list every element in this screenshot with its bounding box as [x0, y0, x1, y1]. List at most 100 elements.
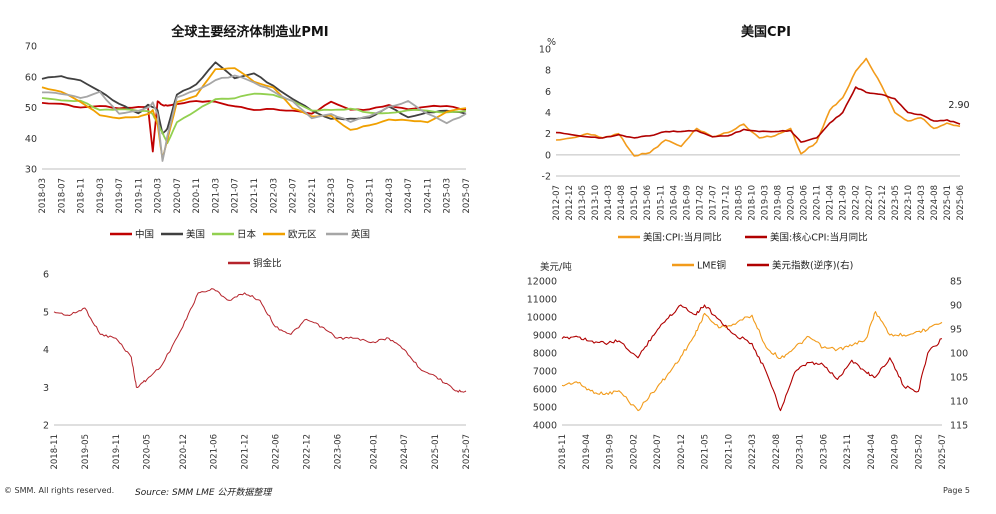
x-tick-label: 2020-02	[629, 434, 639, 470]
x-tick-label: 2020-07	[653, 434, 663, 470]
y-tick-label: 10000	[527, 313, 557, 324]
x-tick-label: 2018-11	[558, 434, 568, 470]
y2-tick-label: 115	[950, 421, 968, 432]
x-tick-label: 2025-03	[443, 178, 453, 214]
x-tick-label: 2022-02	[852, 185, 862, 221]
x-tick-label: 2025-06	[956, 185, 966, 221]
footer-page-number: Page 5	[943, 486, 970, 495]
y-tick-label: 4	[545, 108, 551, 119]
y2-tick-label: 100	[950, 349, 968, 360]
legend-label: 美国:核心CPI:当月同比	[770, 232, 868, 244]
cpi-last-value-label: 2.90	[948, 100, 969, 111]
series-line-1	[561, 311, 943, 412]
y-tick-label: 7000	[533, 367, 557, 378]
y-tick-label: 4	[43, 345, 49, 356]
x-tick-label: 2019-08	[774, 185, 784, 221]
x-tick-label: 2012-12	[565, 185, 575, 221]
x-tick-label: 2014-03	[604, 185, 614, 221]
chart-title: 美国CPI	[741, 24, 791, 40]
x-tick-label: 2019-03	[96, 178, 106, 214]
legend-label: 铜金比	[253, 258, 282, 270]
y-tick-label: 8	[545, 66, 551, 77]
x-tick-label: 2017-12	[721, 185, 731, 221]
x-tick-label: 2023-06	[333, 434, 343, 470]
x-tick-label: 2012-07	[552, 185, 562, 221]
x-tick-label: 2024-07	[404, 178, 414, 214]
legend-label: LME铜	[697, 260, 726, 272]
x-tick-label: 2019-11	[134, 178, 144, 214]
y-tick-label: 6	[545, 87, 551, 98]
x-tick-label: 2021-12	[241, 434, 251, 470]
legend-label: 美元指数(逆序)(右)	[772, 260, 853, 272]
legend-label: 日本	[237, 229, 257, 241]
x-tick-label: 2015-06	[643, 185, 653, 221]
x-tick-label: 2020-06	[800, 185, 810, 221]
x-tick-label: 2025-02	[914, 434, 924, 470]
y-tick-label: 5000	[533, 403, 557, 414]
x-tick-label: 2021-04	[826, 185, 836, 221]
x-tick-label: 2019-04	[582, 434, 592, 470]
x-tick-label: 2021-11	[250, 178, 260, 214]
x-tick-label: 2022-12	[878, 185, 888, 221]
x-tick-label: 2015-01	[630, 185, 640, 221]
x-tick-label: 2023-06	[819, 434, 829, 470]
y-tick-label: 12000	[527, 277, 557, 288]
x-tick-label: 2020-12	[677, 434, 687, 470]
x-tick-label: 2024-11	[423, 178, 433, 214]
x-tick-label: 2021-03	[211, 178, 221, 214]
x-tick-label: 2016-04	[669, 185, 679, 221]
y2-tick-label: 105	[950, 373, 968, 384]
x-tick-label: 2019-11	[112, 434, 122, 470]
x-tick-label: 2014-08	[617, 185, 627, 221]
x-tick-label: 2023-11	[366, 178, 376, 214]
x-tick-label: 2025-07	[938, 434, 948, 470]
footer-copyright: © SMM. All rights reserved.	[4, 486, 115, 495]
y-tick-label: 6000	[533, 385, 557, 396]
y-axis-unit: %	[547, 37, 556, 48]
x-tick-label: 2022-08	[772, 434, 782, 470]
x-tick-label: 2024-04	[867, 434, 877, 470]
y-tick-label: 0	[545, 150, 551, 161]
x-tick-label: 2023-05	[891, 185, 901, 221]
x-tick-label: 2018-11	[50, 434, 60, 470]
y-tick-label: 60	[25, 72, 37, 83]
series-line-1	[53, 288, 467, 393]
x-tick-label: 2025-01	[431, 434, 441, 470]
x-tick-label: 2023-11	[843, 434, 853, 470]
x-tick-label: 2021-07	[231, 178, 241, 214]
y-tick-label: 50	[25, 103, 37, 114]
x-tick-label: 2021-06	[210, 434, 220, 470]
y-tick-label: 2	[43, 421, 49, 432]
y-tick-label: -2	[542, 172, 551, 183]
y-tick-label: 70	[25, 42, 37, 53]
y-tick-label: 4000	[533, 421, 557, 432]
series-line-2	[561, 304, 943, 412]
x-tick-label: 2020-12	[179, 434, 189, 470]
legend-label: 中国	[135, 229, 154, 241]
x-tick-label: 2013-10	[591, 185, 601, 221]
x-tick-label: 2020-01	[787, 185, 797, 221]
y2-tick-label: 85	[950, 277, 962, 288]
x-tick-label: 2023-07	[346, 178, 356, 214]
y2-tick-label: 95	[950, 325, 962, 336]
y-tick-label: 2	[545, 129, 551, 140]
x-tick-label: 2025-07	[462, 178, 472, 214]
x-tick-label: 2022-11	[308, 178, 318, 214]
x-tick-label: 2025-07	[462, 434, 472, 470]
y-tick-label: 9000	[533, 331, 557, 342]
y-tick-label: 3	[43, 383, 49, 394]
series-line-3	[41, 92, 467, 145]
x-tick-label: 2025-01	[943, 185, 953, 221]
x-tick-label: 2016-09	[682, 185, 692, 221]
x-tick-label: 2024-09	[891, 434, 901, 470]
x-tick-label: 2019-09	[606, 434, 616, 470]
y-tick-label: 11000	[527, 295, 557, 306]
legend-label: 欧元区	[288, 229, 317, 241]
series-line-1	[555, 57, 961, 157]
legend-label: 美国	[186, 229, 205, 241]
x-tick-label: 2022-03	[748, 434, 758, 470]
x-tick-label: 2024-01	[369, 434, 379, 470]
x-tick-label: 2022-03	[269, 178, 279, 214]
